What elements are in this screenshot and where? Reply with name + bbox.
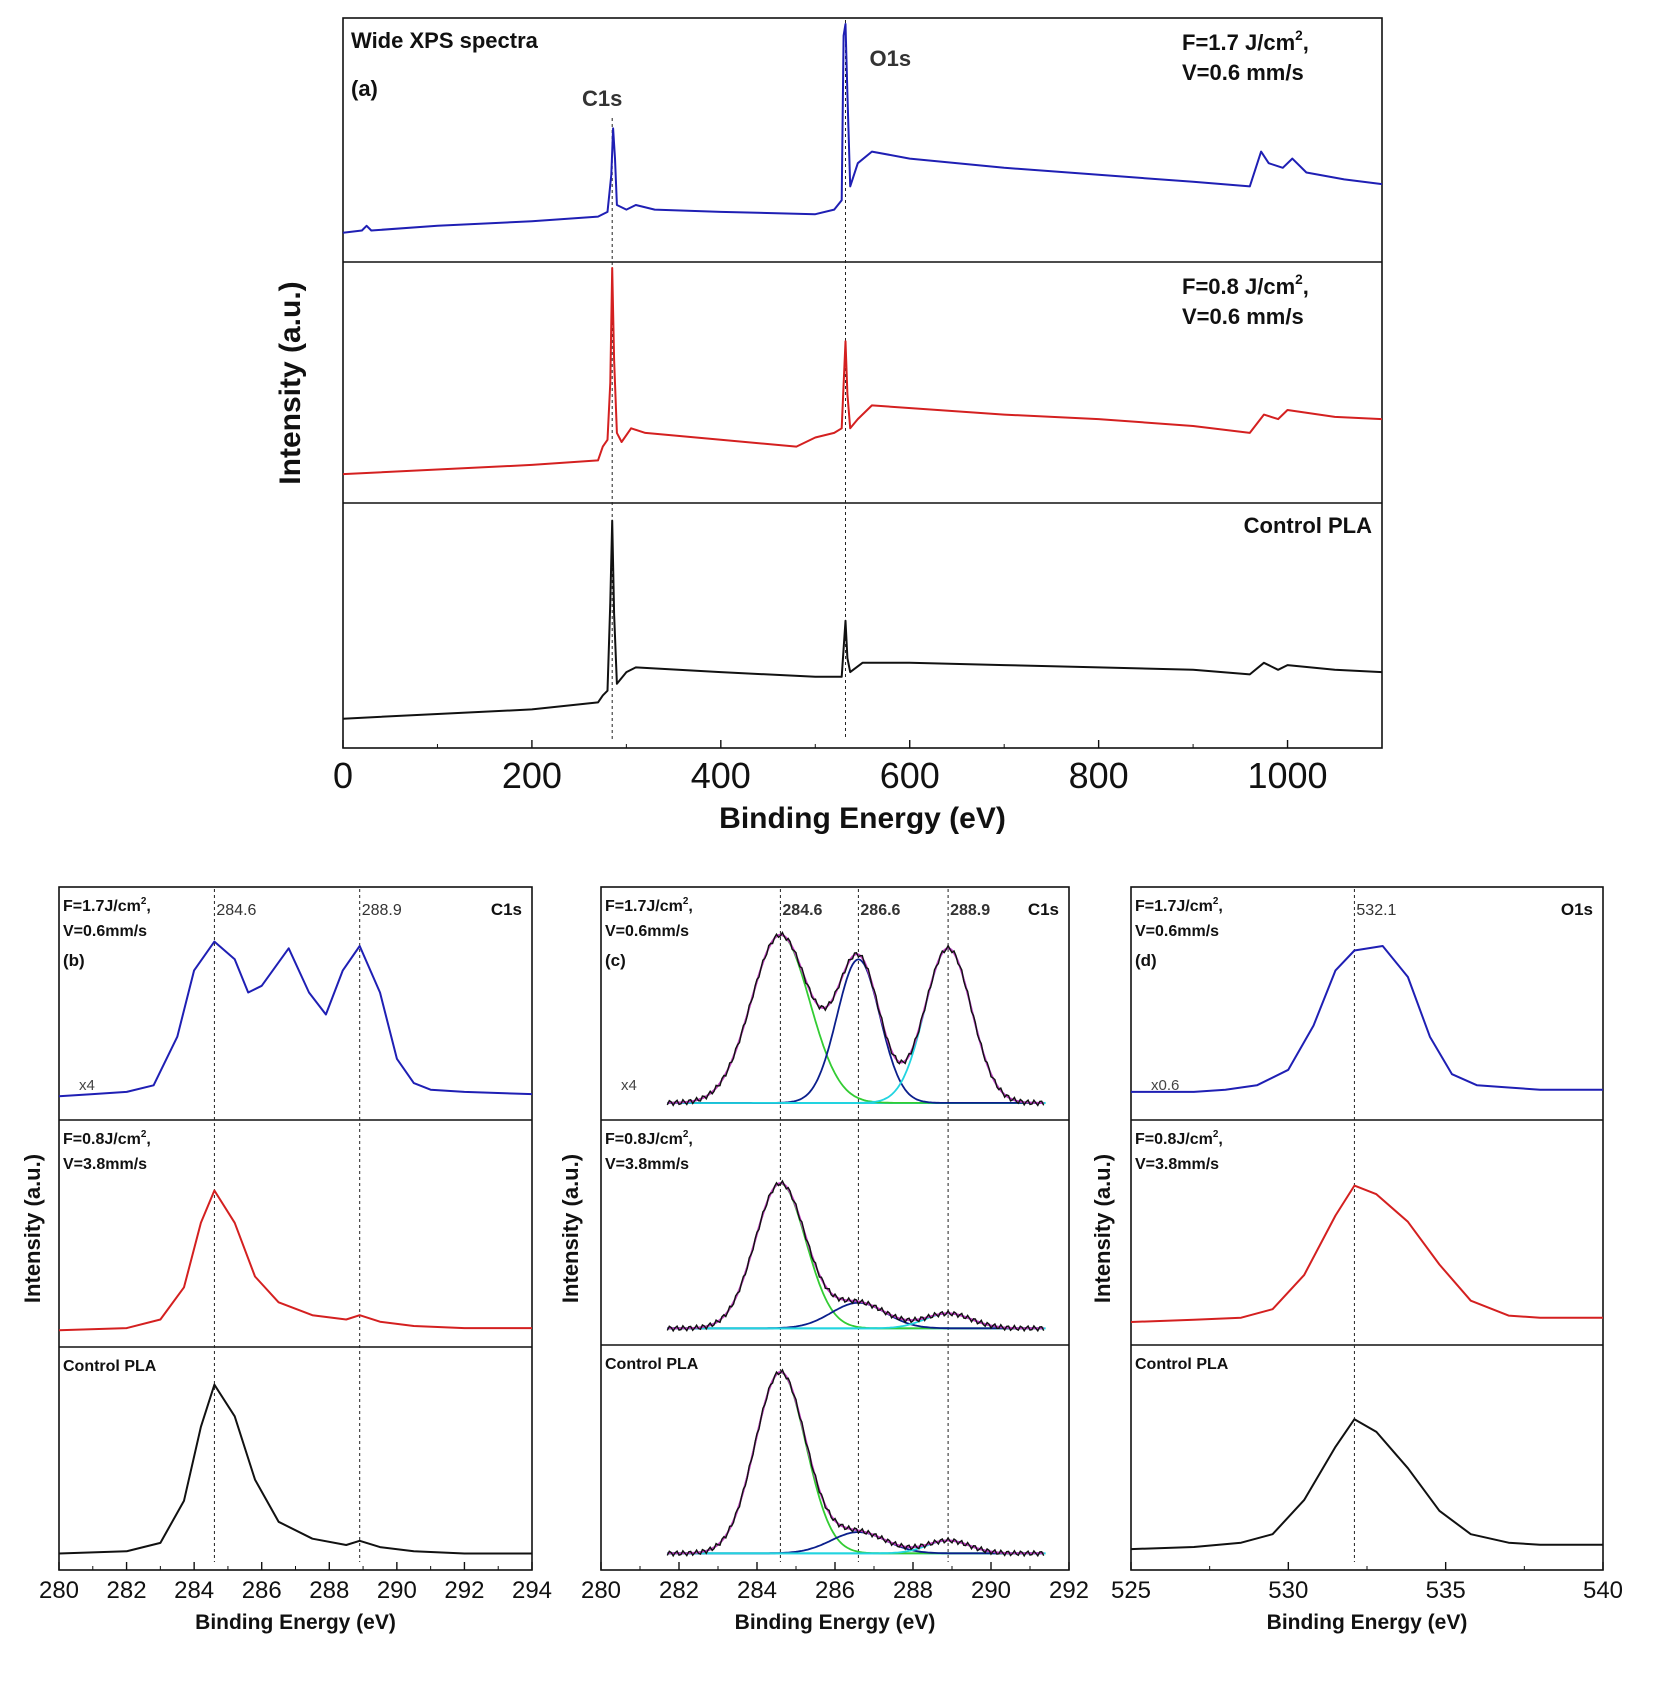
series-label: F=0.8J/cm2, bbox=[63, 1129, 151, 1148]
series-label: V=0.6 mm/s bbox=[1182, 304, 1304, 329]
panel-label: (b) bbox=[63, 951, 85, 970]
spectrum-line-blue bbox=[342, 23, 1383, 234]
scale-label: x4 bbox=[79, 1077, 95, 1094]
x-tick-label: 400 bbox=[691, 755, 751, 796]
x-tick-label: 280 bbox=[39, 1577, 79, 1604]
x-axis-label: Binding Energy (eV) bbox=[1267, 1611, 1468, 1634]
series-label: V=0.6mm/s bbox=[1135, 923, 1219, 940]
series-label: Control PLA bbox=[605, 1356, 699, 1373]
x-tick-label: 286 bbox=[815, 1577, 855, 1604]
series-label: F=0.8J/cm2, bbox=[1135, 1129, 1223, 1148]
y-axis-label: Intensity (a.u.) bbox=[274, 281, 307, 484]
series-label: V=0.6mm/s bbox=[63, 923, 147, 940]
scale-label: x0.6 bbox=[1151, 1077, 1179, 1094]
panel-label: (c) bbox=[605, 951, 626, 970]
fit-envelope bbox=[667, 1182, 1044, 1330]
x-axis-label: Binding Energy (eV) bbox=[195, 1611, 396, 1634]
x-tick-label: 535 bbox=[1426, 1577, 1466, 1604]
panel-label: (a) bbox=[351, 76, 378, 101]
peak-label: 532.1 bbox=[1356, 902, 1396, 919]
y-axis-label: Intensity (a.u.) bbox=[1090, 1154, 1115, 1303]
spectrum-line-black bbox=[666, 931, 1045, 1107]
series-label: F=1.7J/cm2, bbox=[605, 896, 693, 915]
x-tick-label: 282 bbox=[659, 1577, 699, 1604]
series-label: Control PLA bbox=[1135, 1356, 1229, 1373]
y-axis-label: Intensity (a.u.) bbox=[558, 1154, 583, 1303]
series-label: Control PLA bbox=[63, 1358, 157, 1375]
series-label: F=0.8 J/cm2, bbox=[1182, 272, 1309, 299]
x-tick-label: 525 bbox=[1111, 1577, 1151, 1604]
corner-label: C1s bbox=[491, 900, 522, 919]
series-label: V=3.8mm/s bbox=[63, 1156, 147, 1173]
panel-d-frame bbox=[1130, 886, 1604, 1571]
peak-label: 286.6 bbox=[860, 902, 900, 919]
spectrum-line-black bbox=[1130, 1418, 1603, 1551]
x-tick-label: 282 bbox=[107, 1577, 147, 1604]
fit-envelope bbox=[667, 1370, 1044, 1555]
peak-label: O1s bbox=[869, 46, 911, 71]
fit-component-cyan bbox=[667, 947, 1044, 1104]
series-label: F=0.8J/cm2, bbox=[605, 1129, 693, 1148]
fit-component-navy bbox=[667, 958, 1044, 1104]
x-tick-label: 290 bbox=[377, 1577, 417, 1604]
spectrum-line-blue bbox=[1131, 945, 1603, 1093]
panel-c-frame bbox=[600, 886, 1070, 1571]
peak-label: C1s bbox=[582, 86, 622, 111]
corner-label: C1s bbox=[1028, 900, 1059, 919]
spectrum-line-blue bbox=[58, 940, 533, 1098]
x-tick-label: 284 bbox=[737, 1577, 777, 1604]
x-tick-label: 540 bbox=[1583, 1577, 1623, 1604]
y-axis-label: Intensity (a.u.) bbox=[20, 1154, 45, 1303]
spectrum-line-black bbox=[342, 519, 1383, 720]
spectrum-line-red bbox=[342, 267, 1383, 476]
corner-label: O1s bbox=[1561, 900, 1593, 919]
fit-component-green bbox=[667, 1182, 1044, 1330]
series-label: V=0.6 mm/s bbox=[1182, 60, 1304, 85]
spectrum-line-black bbox=[666, 1368, 1045, 1558]
panel-label: (d) bbox=[1135, 951, 1157, 970]
x-tick-label: 284 bbox=[174, 1577, 214, 1604]
x-tick-label: 288 bbox=[309, 1577, 349, 1604]
fit-component-green bbox=[667, 1371, 1044, 1555]
series-label: F=1.7J/cm2, bbox=[63, 896, 151, 915]
x-axis-label: Binding Energy (eV) bbox=[735, 1611, 936, 1634]
spectrum-line-black bbox=[58, 1383, 532, 1555]
x-tick-label: 530 bbox=[1268, 1577, 1308, 1604]
x-tick-label: 0 bbox=[333, 755, 353, 796]
peak-label: 288.9 bbox=[362, 902, 402, 919]
panel-title: Wide XPS spectra bbox=[351, 28, 539, 53]
x-tick-label: 290 bbox=[971, 1577, 1011, 1604]
peak-label: 288.9 bbox=[950, 902, 990, 919]
spectrum-line-red bbox=[1130, 1184, 1603, 1323]
panel-a-frame bbox=[342, 17, 1383, 749]
x-tick-label: 600 bbox=[880, 755, 940, 796]
x-tick-label: 286 bbox=[242, 1577, 282, 1604]
x-axis-label: Binding Energy (eV) bbox=[719, 802, 1006, 835]
series-label: V=3.8mm/s bbox=[605, 1156, 689, 1173]
x-tick-label: 200 bbox=[502, 755, 562, 796]
series-label: V=0.6mm/s bbox=[605, 923, 689, 940]
panel-b-frame bbox=[58, 886, 533, 1571]
x-tick-label: 292 bbox=[444, 1577, 484, 1604]
x-tick-label: 1000 bbox=[1247, 755, 1327, 796]
peak-label: 284.6 bbox=[782, 902, 822, 919]
series-label: F=1.7J/cm2, bbox=[1135, 896, 1223, 915]
x-tick-label: 800 bbox=[1069, 755, 1129, 796]
x-tick-label: 280 bbox=[581, 1577, 621, 1604]
series-label: Control PLA bbox=[1244, 513, 1372, 538]
spectrum-line-black bbox=[666, 1179, 1045, 1333]
x-tick-label: 294 bbox=[512, 1577, 552, 1604]
scale-label: x4 bbox=[621, 1077, 637, 1094]
series-label: V=3.8mm/s bbox=[1135, 1156, 1219, 1173]
x-tick-label: 288 bbox=[893, 1577, 933, 1604]
spectrum-line-red bbox=[58, 1189, 532, 1332]
x-tick-label: 292 bbox=[1049, 1577, 1089, 1604]
peak-label: 284.6 bbox=[216, 902, 256, 919]
series-label: F=1.7 J/cm2, bbox=[1182, 28, 1309, 55]
